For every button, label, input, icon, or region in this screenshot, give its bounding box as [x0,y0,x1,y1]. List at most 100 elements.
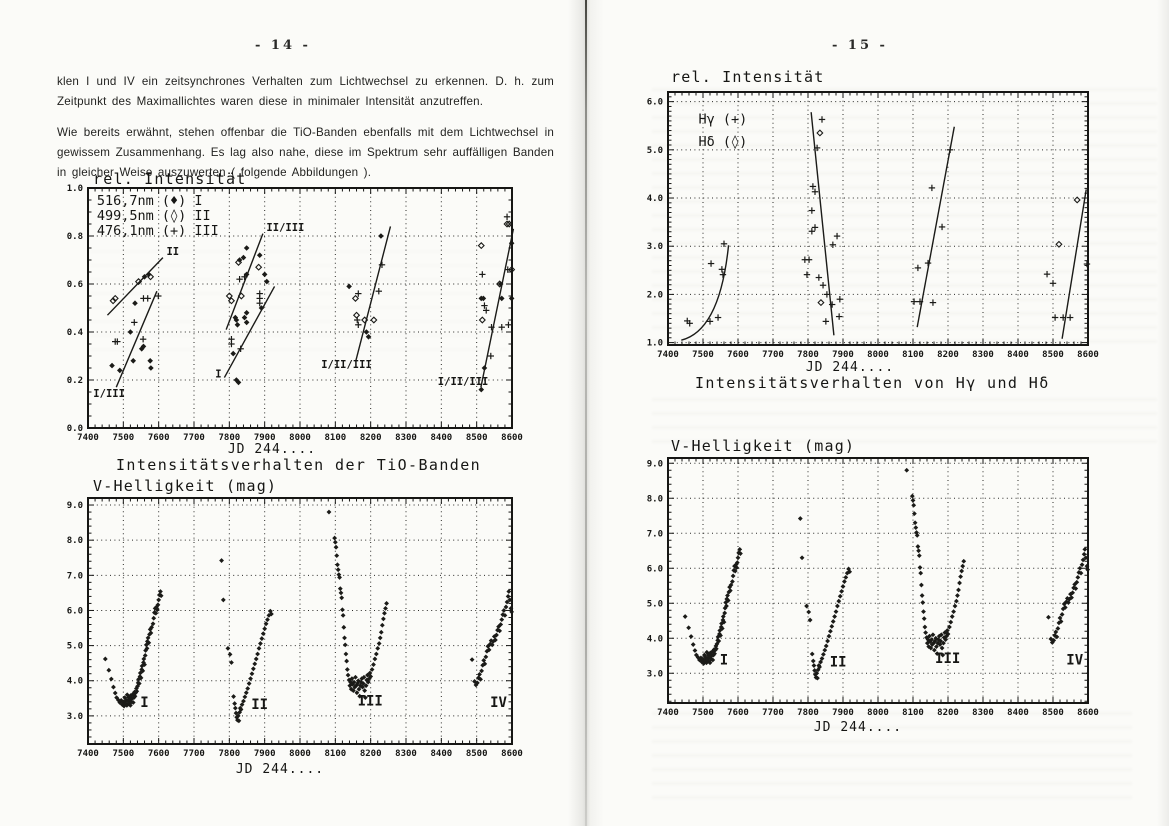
svg-text:I: I [140,695,148,711]
svg-text:rel. Intensität: rel. Intensität [93,170,246,188]
svg-text:7600: 7600 [727,708,749,718]
svg-text:4.0: 4.0 [647,194,663,204]
svg-text:V-Helligkeit (mag): V-Helligkeit (mag) [671,437,855,455]
svg-text:3.0: 3.0 [647,669,663,679]
svg-text:rel. Intensität: rel. Intensität [671,68,824,86]
svg-text:8300: 8300 [972,708,994,718]
svg-text:8600: 8600 [1077,708,1099,718]
svg-text:8300: 8300 [972,350,994,360]
svg-text:7800: 7800 [218,749,240,759]
svg-text:II: II [251,697,268,713]
svg-text:7600: 7600 [727,350,749,360]
page-gutter-fold-line [585,0,587,826]
svg-text:JD 244....: JD 244.... [236,762,324,777]
svg-text:1.0: 1.0 [67,184,83,194]
svg-text:7900: 7900 [254,433,276,443]
svg-text:5.0: 5.0 [647,599,663,609]
svg-text:7400: 7400 [657,350,679,360]
svg-text:8200: 8200 [937,708,959,718]
svg-text:8500: 8500 [1042,350,1064,360]
svg-text:8000: 8000 [867,350,889,360]
svg-text:II: II [830,654,847,670]
page-number-left: - 14 - [255,38,311,53]
svg-text:I/II/III: I/II/III [438,376,489,388]
svg-text:8200: 8200 [937,350,959,360]
svg-text:8100: 8100 [324,749,346,759]
svg-text:9.0: 9.0 [67,501,83,511]
page-right-edge-shade [1157,0,1169,826]
svg-text:7600: 7600 [148,433,170,443]
svg-text:0.8: 0.8 [67,232,83,242]
svg-text:8300: 8300 [395,433,417,443]
svg-text:7800: 7800 [797,350,819,360]
svg-text:8400: 8400 [430,433,452,443]
svg-text:499,5nm (◊) II: 499,5nm (◊) II [97,208,211,224]
svg-text:7900: 7900 [832,350,854,360]
svg-text:III: III [358,693,383,709]
svg-text:8000: 8000 [867,708,889,718]
svg-text:7500: 7500 [112,749,134,759]
svg-text:8000: 8000 [289,433,311,443]
svg-text:IV: IV [490,695,507,711]
svg-text:3.0: 3.0 [647,242,663,252]
svg-text:Intensitätsverhalten von Hγ un: Intensitätsverhalten von Hγ und Hδ [695,374,1050,392]
svg-text:4.0: 4.0 [67,677,83,687]
svg-text:5.0: 5.0 [647,146,663,156]
svg-text:6.0: 6.0 [647,98,663,108]
tio-bands-intensity-chart: II I/III II/III I I/II/III I/II/III 7400 7500 76… [67,170,523,474]
svg-text:8100: 8100 [902,708,924,718]
svg-text:476,1nm (+) III: 476,1nm (+) III [97,223,219,239]
paragraph-tio-banden: Wie bereits erwähnt, stehen offenbar die… [57,126,554,179]
left-page-body-text: klen I und IV ein zeitsynchrones Verhalt… [57,72,554,194]
svg-text:7700: 7700 [183,749,205,759]
svg-text:8600: 8600 [501,433,523,443]
svg-text:II/III: II/III [266,222,304,234]
svg-text:0.4: 0.4 [67,328,84,338]
svg-text:516,7nm (♦) I: 516,7nm (♦) I [97,193,203,209]
svg-text:8400: 8400 [1007,350,1029,360]
svg-text:8600: 8600 [1077,350,1099,360]
svg-text:7900: 7900 [254,749,276,759]
svg-text:7500: 7500 [692,350,714,360]
svg-text:7800: 7800 [797,708,819,718]
svg-text:Hγ (+): Hγ (+) [698,111,747,127]
svg-text:7400: 7400 [77,433,99,443]
svg-text:6.0: 6.0 [647,564,663,574]
svg-text:I/III: I/III [93,388,125,400]
svg-text:8200: 8200 [360,749,382,759]
svg-text:0.2: 0.2 [67,376,83,386]
svg-text:7.0: 7.0 [647,529,663,539]
svg-text:1.0: 1.0 [647,339,663,349]
svg-text:2.0: 2.0 [647,290,663,300]
svg-text:7500: 7500 [112,433,134,443]
svg-text:8500: 8500 [1042,708,1064,718]
svg-text:8300: 8300 [395,749,417,759]
svg-text:JD 244....: JD 244.... [814,720,902,735]
svg-text:8500: 8500 [466,433,488,443]
svg-text:Hδ (◊): Hδ (◊) [698,134,747,150]
svg-text:0.0: 0.0 [67,424,83,434]
svg-text:8200: 8200 [360,433,382,443]
svg-text:I: I [720,653,728,669]
svg-text:Intensitätsverhalten der TiO-B: Intensitätsverhalten der TiO-Banden [116,456,481,474]
svg-text:3.0: 3.0 [67,712,83,722]
svg-text:8500: 8500 [466,749,488,759]
svg-text:7500: 7500 [692,708,714,718]
svg-text:7900: 7900 [832,708,854,718]
svg-text:8.0: 8.0 [647,494,663,504]
svg-text:7700: 7700 [762,350,784,360]
h-gamma-delta-intensity-chart: 7400 7500 7600 7700 7800 7900 8000 8100 8200 8300… [647,68,1099,392]
svg-text:7700: 7700 [183,433,205,443]
svg-text:III: III [935,651,960,667]
svg-text:JD 244....: JD 244.... [228,442,316,457]
svg-text:7.0: 7.0 [67,571,83,581]
svg-text:8400: 8400 [1007,708,1029,718]
page-number-right: - 15 - [832,38,888,53]
svg-text:0.6: 0.6 [67,280,83,290]
svg-text:7800: 7800 [218,433,240,443]
svg-text:7400: 7400 [657,708,679,718]
svg-text:5.0: 5.0 [67,642,83,652]
svg-text:7600: 7600 [148,749,170,759]
svg-text:9.0: 9.0 [647,459,663,469]
